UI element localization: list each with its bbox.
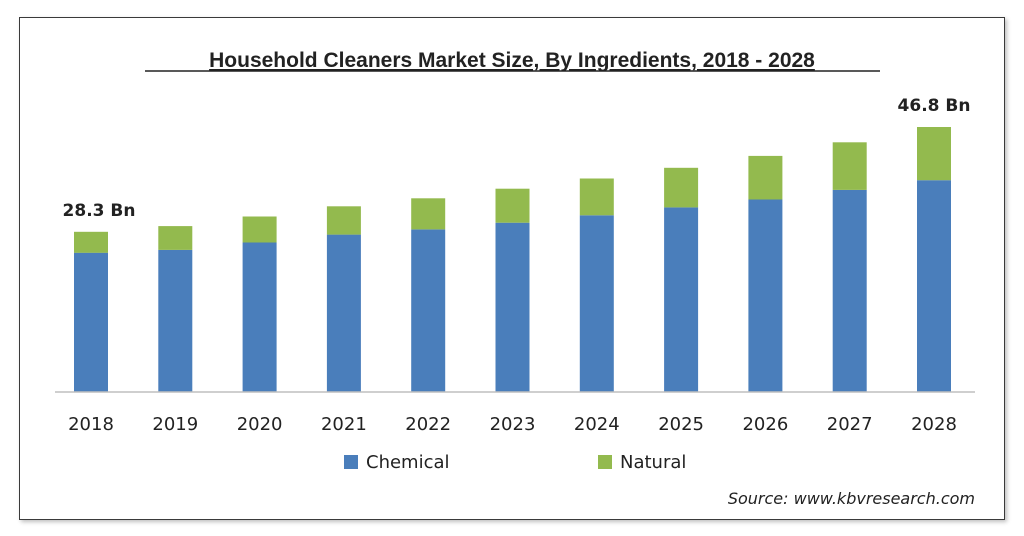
x-tick-label-2027: 2027 xyxy=(827,414,873,435)
x-tick-label-2023: 2023 xyxy=(490,414,536,435)
bar-natural-2019 xyxy=(158,226,193,250)
x-tick-label-2021: 2021 xyxy=(321,414,367,435)
bar-chemical-2019 xyxy=(158,249,193,392)
x-tick-label-2028: 2028 xyxy=(911,414,957,435)
bars-group xyxy=(74,127,951,392)
bar-natural-2024 xyxy=(579,178,614,216)
bar-chemical-2024 xyxy=(579,215,614,392)
x-tick-label-2018: 2018 xyxy=(68,414,114,435)
legend-swatch-chemical xyxy=(344,455,358,469)
x-tick-labels: 2018 2019 2020 2021 2022 2023 2024 2025 2026 2027… xyxy=(68,414,957,435)
bar-natural-2028 xyxy=(917,127,951,181)
bar-chemical-2020 xyxy=(242,242,277,392)
bar-natural-2023 xyxy=(495,188,530,223)
legend-label-chemical: Chemical xyxy=(366,452,450,473)
bar-natural-2027 xyxy=(832,142,867,190)
bar-natural-2022 xyxy=(411,198,446,230)
legend-label-natural: Natural xyxy=(620,452,686,473)
legend-swatch-natural xyxy=(598,455,612,469)
bar-chemical-2022 xyxy=(411,229,446,392)
data-label-2028: 46.8 Bn xyxy=(898,96,971,116)
data-labels: 28.3 Bn 46.8 Bn xyxy=(63,96,971,221)
bar-chemical-2021 xyxy=(326,234,361,392)
source-note: Source: www.kbvresearch.com xyxy=(728,489,975,508)
x-tick-label-2026: 2026 xyxy=(742,414,788,435)
data-label-2018: 28.3 Bn xyxy=(63,201,136,221)
bar-chemical-2026 xyxy=(748,199,783,392)
bar-chemical-2028 xyxy=(917,180,951,392)
bar-chemical-2018 xyxy=(74,252,108,392)
bar-natural-2020 xyxy=(242,216,277,243)
x-tick-label-2020: 2020 xyxy=(237,414,283,435)
bar-chemical-2023 xyxy=(495,222,530,392)
chart-title: Household Cleaners Market Size, By Ingre… xyxy=(209,49,815,72)
x-tick-label-2022: 2022 xyxy=(405,414,451,435)
bar-natural-2026 xyxy=(748,155,783,200)
bar-natural-2018 xyxy=(74,231,108,253)
bar-chemical-2025 xyxy=(664,207,699,392)
bar-chemical-2027 xyxy=(832,189,867,392)
legend: Chemical Natural xyxy=(344,452,686,473)
x-tick-label-2025: 2025 xyxy=(658,414,704,435)
x-tick-label-2024: 2024 xyxy=(574,414,620,435)
bar-natural-2021 xyxy=(326,206,361,235)
bar-natural-2025 xyxy=(664,167,699,208)
x-tick-label-2019: 2019 xyxy=(152,414,198,435)
